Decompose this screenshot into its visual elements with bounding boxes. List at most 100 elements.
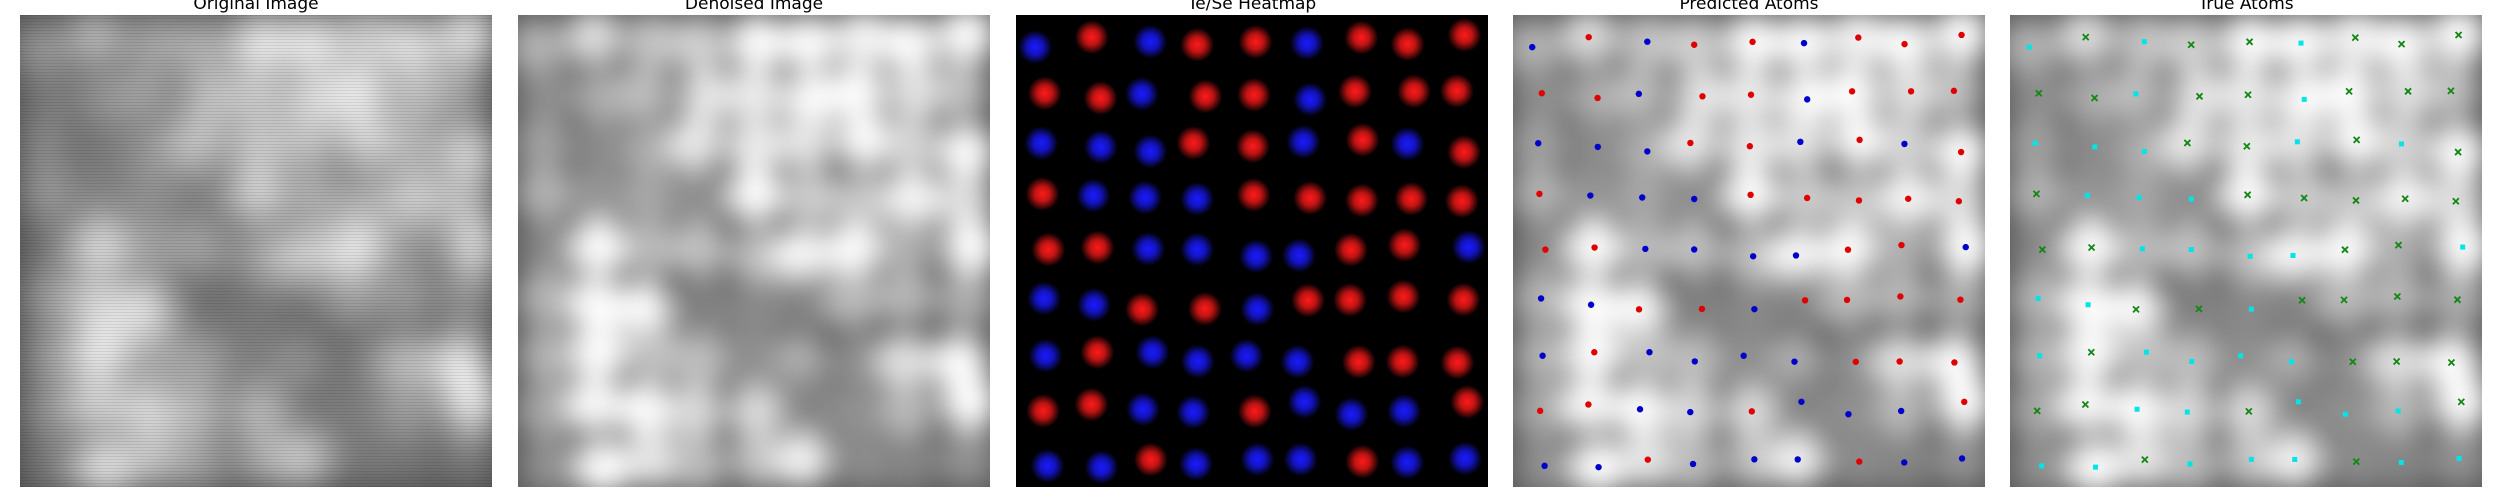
- scan-line: [20, 261, 492, 262]
- atom-blob: [284, 272, 341, 329]
- heatmap-spot-blue: [1281, 238, 1316, 273]
- atom-blob: [825, 386, 882, 443]
- scan-line: [20, 231, 492, 232]
- heatmap-spot-red: [1238, 24, 1273, 59]
- scan-line: [20, 324, 492, 325]
- atom-blob: [731, 281, 788, 338]
- heatmap-spot-red: [1333, 282, 1368, 317]
- true-atom-marker: [2087, 243, 2096, 252]
- atom-blob: [518, 65, 575, 122]
- heatmap-spot-red: [1385, 344, 1420, 379]
- atom-blob: [432, 62, 489, 119]
- true-atom-marker: [2404, 87, 2412, 95]
- atom-blob: [2328, 433, 2385, 487]
- predicted-atom-marker: [1636, 406, 1644, 413]
- predicted-atom-marker: [1538, 90, 1545, 97]
- true-atom-marker: [2454, 31, 2463, 39]
- atom-blob: [326, 221, 383, 278]
- panel-original-image: Original Image: [20, 0, 492, 500]
- heatmap-spot-blue: [1133, 24, 1168, 59]
- scan-line: [20, 240, 492, 241]
- true-atom-marker: [2033, 407, 2041, 415]
- scan-line: [20, 216, 492, 217]
- scan-line: [20, 327, 492, 328]
- scan-line: [20, 87, 492, 88]
- atom-blob: [331, 63, 388, 120]
- atom-blob: [443, 373, 492, 430]
- scan-line: [20, 102, 492, 103]
- atom-blob: [624, 15, 681, 70]
- true-atom-marker: [2136, 194, 2142, 200]
- heatmap-spot-blue: [1451, 230, 1486, 265]
- atom-blob: [338, 433, 395, 487]
- scan-line: [20, 204, 492, 205]
- atom-blob: [518, 115, 572, 172]
- atom-blob: [124, 220, 181, 277]
- scan-line: [20, 384, 492, 385]
- predicted-atom-marker: [1855, 197, 1863, 204]
- true-atom-marker: [2238, 353, 2244, 359]
- scan-line: [20, 33, 492, 34]
- heatmap-spot-red: [1447, 135, 1482, 170]
- atom-blob: [728, 66, 785, 123]
- predicted-atom-marker: [1539, 352, 1546, 359]
- atom-blob: [824, 271, 881, 328]
- heatmap-spot-red: [1440, 345, 1475, 380]
- atom-blob: [21, 327, 78, 384]
- heatmap-spot-red: [1083, 80, 1118, 115]
- true-atom-marker: [2248, 456, 2254, 462]
- scan-line: [20, 288, 492, 289]
- atom-blob: [228, 118, 285, 175]
- true-atom-marker: [2393, 292, 2402, 301]
- true-atom-marker: [2187, 41, 2195, 49]
- predicted-atom-marker: [1896, 358, 1903, 365]
- atom-blob: [1936, 373, 1985, 430]
- atom-blob: [832, 333, 889, 390]
- atom-blob: [230, 383, 287, 440]
- true-atom-marker: [2141, 39, 2147, 45]
- scan-line: [20, 411, 492, 412]
- atom-blob: [622, 220, 679, 277]
- true-atom-marker: [2248, 306, 2254, 312]
- heatmap-spot-red: [1344, 183, 1379, 218]
- true-atom-marker: [2456, 455, 2462, 461]
- true-atom-marker: [2460, 244, 2466, 250]
- atom-blob: [835, 172, 892, 229]
- atom-blob: [728, 383, 785, 440]
- scan-line: [20, 30, 492, 31]
- scan-line: [20, 96, 492, 97]
- scan-line: [20, 222, 492, 223]
- true-atom-marker: [2035, 295, 2041, 301]
- true-atom-marker: [2039, 463, 2045, 469]
- heatmap-spot-blue: [1131, 231, 1166, 266]
- heatmap-spot-red: [1333, 232, 1368, 267]
- predicted-atom-marker: [1747, 191, 1754, 199]
- scan-line: [20, 273, 492, 274]
- predicted-atom-marker: [1689, 460, 1697, 468]
- atom-blob: [772, 227, 829, 284]
- true-atom-marker: [2026, 44, 2032, 50]
- true-atom-marker: [2288, 359, 2294, 365]
- atom-blob: [440, 15, 492, 63]
- true-atom-marker: [2290, 252, 2296, 258]
- atom-blob: [624, 431, 681, 487]
- atom-blob: [2430, 15, 2482, 63]
- scan-line: [20, 249, 492, 250]
- scan-line: [20, 372, 492, 373]
- atom-blob: [233, 281, 290, 338]
- predicted-atom-marker: [1852, 358, 1860, 365]
- scan-line: [20, 15, 492, 16]
- heatmap-spot-red: [1025, 176, 1060, 211]
- scan-line: [20, 366, 492, 367]
- atom-blob: [327, 386, 384, 443]
- scan-line: [20, 354, 492, 355]
- predicted-atom-marker: [1898, 241, 1905, 249]
- scan-line: [20, 51, 492, 52]
- atom-blob: [20, 65, 77, 122]
- true-atom-marker: [2295, 399, 2301, 405]
- heatmap-spot-blue: [1028, 338, 1063, 373]
- atom-blob: [276, 431, 333, 487]
- atom-blob: [778, 373, 835, 430]
- atom-blob: [23, 437, 80, 487]
- scan-line: [20, 180, 492, 181]
